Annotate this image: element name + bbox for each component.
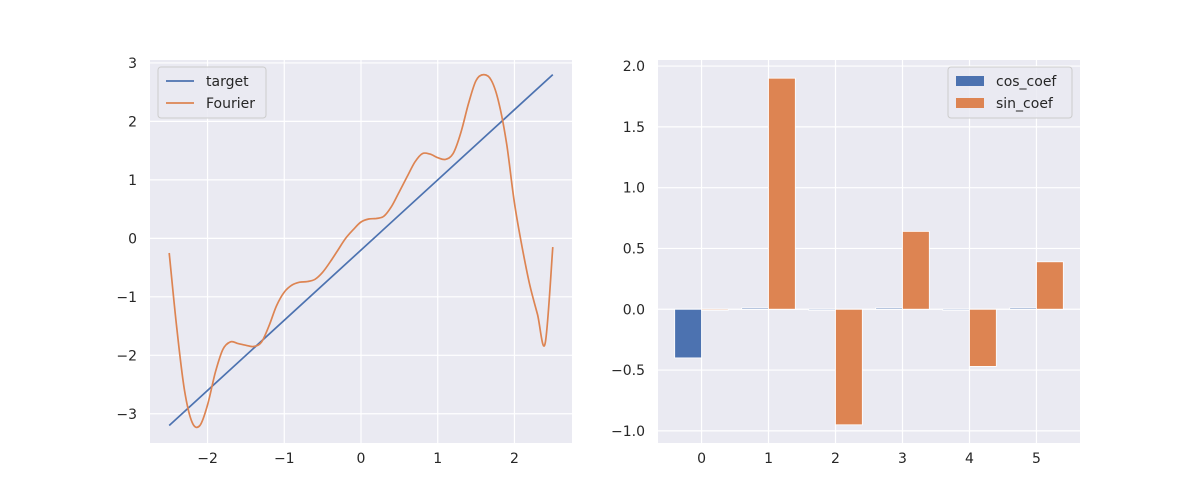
series-line-target bbox=[168, 73, 554, 427]
y-tick-label: 1.5 bbox=[623, 120, 645, 136]
legend: target Fourier bbox=[157, 66, 267, 119]
legend-label: cos_coef bbox=[996, 74, 1057, 90]
bar-cos-coef-2 bbox=[808, 308, 836, 311]
y-tick-label: −1.0 bbox=[611, 424, 645, 440]
bar-sin-coef-4 bbox=[969, 308, 997, 367]
y-tick-label: −2 bbox=[116, 348, 137, 364]
y-tick-label: 0.5 bbox=[623, 241, 645, 257]
y-tick-label: −1 bbox=[116, 290, 137, 306]
bar-cos-coef-1 bbox=[741, 307, 769, 310]
legend-box bbox=[157, 66, 267, 119]
x-tick-label: 0 bbox=[357, 451, 366, 467]
bar-chart-coefficients: 0 1 2 3 4 5 −1.0 −0.5 0.0 0.5 1.0 1.5 2.0 cos_coefsin… bbox=[611, 59, 1080, 467]
y-tick-label: 2 bbox=[128, 114, 137, 130]
x-tick-label: −1 bbox=[274, 451, 295, 467]
series-line-fourier bbox=[168, 73, 554, 429]
bar-cos-coef-0 bbox=[674, 308, 702, 359]
y-tick-label: 3 bbox=[128, 56, 137, 72]
bar-cos-coef-4 bbox=[942, 308, 970, 311]
y-tick-label: 0 bbox=[128, 231, 137, 247]
bar-cos-coef-5 bbox=[1009, 307, 1037, 310]
x-tick-label: 5 bbox=[1032, 451, 1041, 467]
bar-sin-coef-3 bbox=[902, 230, 930, 310]
legend-label: target bbox=[206, 74, 249, 90]
bar-cos-coef-3 bbox=[875, 307, 903, 310]
legend-label: sin_coef bbox=[996, 96, 1054, 112]
x-tick-label: 2 bbox=[510, 451, 519, 467]
y-tick-label: −3 bbox=[116, 407, 137, 423]
bar-sin-coef-0 bbox=[701, 308, 729, 311]
x-tick-label: 2 bbox=[831, 451, 840, 467]
x-tick-label: 3 bbox=[898, 451, 907, 467]
legend-label: Fourier bbox=[206, 96, 255, 112]
legend-swatch-cos-coef bbox=[956, 76, 984, 86]
bar-sin-coef-1 bbox=[768, 77, 796, 310]
y-tick-label: 1 bbox=[128, 173, 137, 189]
line-chart-target-vs-fourier: −2 −1 0 1 2 −3 −2 −1 0 1 2 3 target Fourier bbox=[116, 56, 572, 467]
y-tick-label: 0.0 bbox=[623, 302, 645, 318]
bar-sin-coef-2 bbox=[835, 308, 863, 426]
bar-sin-coef-5 bbox=[1036, 261, 1064, 310]
legend-swatch-sin-coef bbox=[956, 98, 984, 108]
y-tick-label: 1.0 bbox=[623, 181, 645, 197]
x-tick-label: 4 bbox=[965, 451, 974, 467]
y-tick-label: 2.0 bbox=[623, 59, 645, 75]
x-tick-label: 0 bbox=[697, 451, 706, 467]
x-tick-label: −2 bbox=[197, 451, 218, 467]
plot-background bbox=[658, 60, 1080, 443]
x-tick-label: 1 bbox=[764, 451, 773, 467]
x-tick-label: 1 bbox=[433, 451, 442, 467]
y-tick-label: −0.5 bbox=[611, 363, 645, 379]
legend: cos_coef sin_coef bbox=[947, 66, 1073, 119]
